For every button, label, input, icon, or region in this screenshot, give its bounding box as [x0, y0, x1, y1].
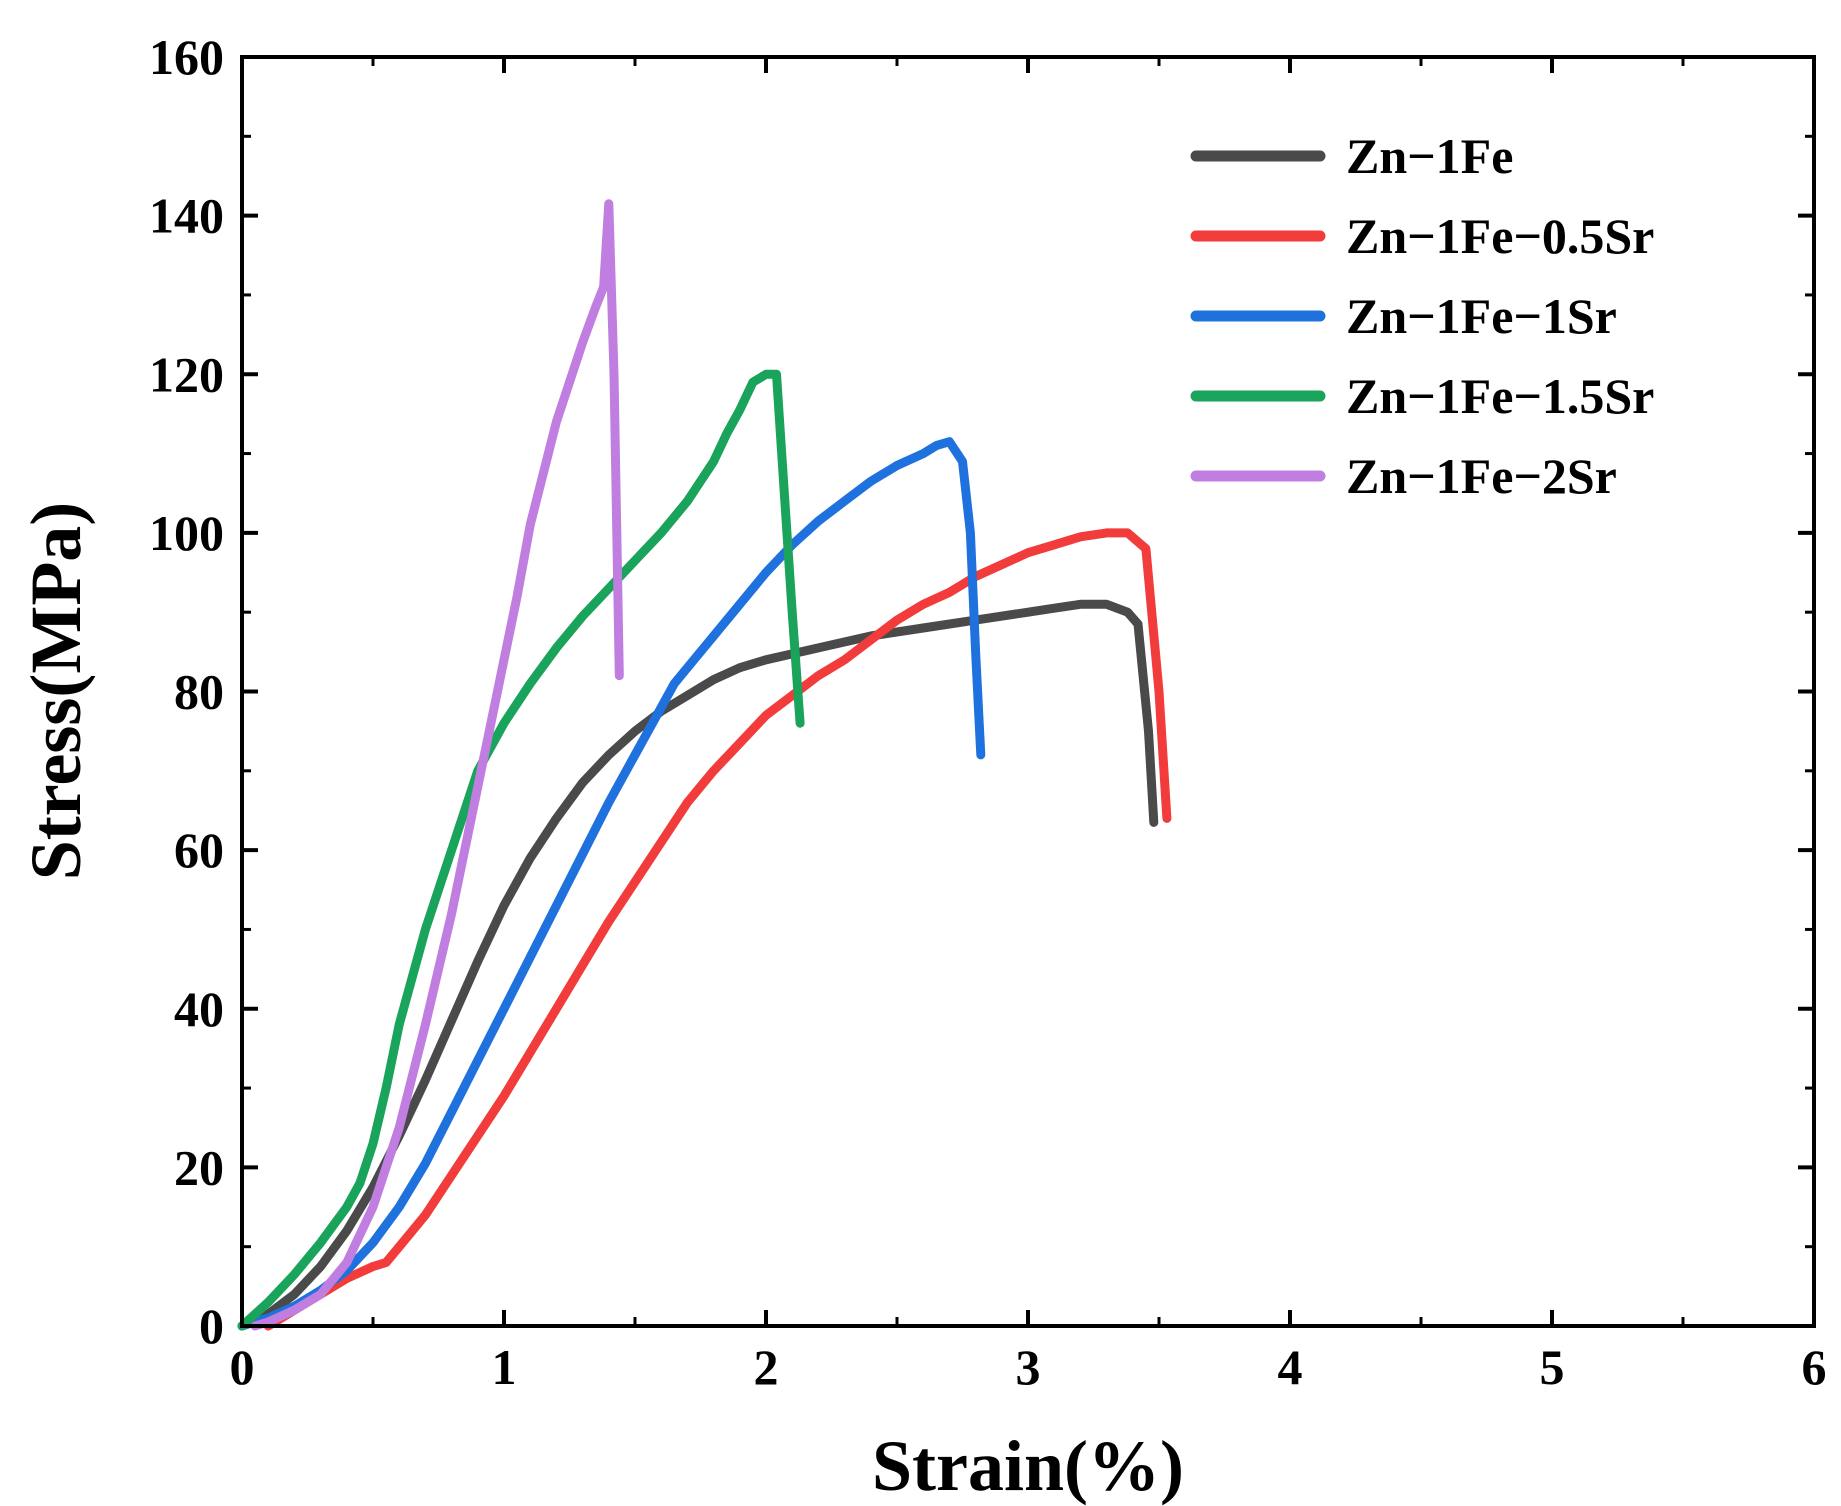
y-tick-label: 160 — [149, 29, 224, 85]
y-tick-label: 40 — [174, 981, 224, 1037]
legend-label-1: Zn−1Fe — [1346, 128, 1513, 184]
legend-label-5: Zn−1Fe−2Sr — [1346, 448, 1617, 504]
x-tick-label: 0 — [230, 1339, 255, 1395]
x-tick-label: 5 — [1540, 1339, 1565, 1395]
legend-label-3: Zn−1Fe−1Sr — [1346, 288, 1617, 344]
y-tick-label: 0 — [199, 1298, 224, 1354]
series-line-5 — [250, 199, 624, 1331]
series-line-2 — [263, 528, 1172, 1331]
y-axis-title: Stress(MPa) — [16, 502, 96, 881]
series-line-1 — [237, 599, 1159, 1331]
series-line-3 — [237, 437, 986, 1331]
x-tick-label: 1 — [492, 1339, 517, 1395]
x-axis-title: Strain(%) — [872, 1426, 1184, 1506]
x-tick-label: 4 — [1278, 1339, 1303, 1395]
x-tick-label: 3 — [1016, 1339, 1041, 1395]
legend-label-4: Zn−1Fe−1.5Sr — [1346, 368, 1654, 424]
y-tick-label: 140 — [149, 188, 224, 244]
y-tick-label: 120 — [149, 346, 224, 402]
legend-label-2: Zn−1Fe−0.5Sr — [1346, 208, 1654, 264]
x-tick-label: 2 — [754, 1339, 779, 1395]
y-tick-label: 100 — [149, 505, 224, 561]
series-layer — [237, 199, 1172, 1331]
y-tick-label: 80 — [174, 664, 224, 720]
series-line-4 — [237, 369, 805, 1331]
x-tick-label: 6 — [1802, 1339, 1827, 1395]
y-tick-label: 20 — [174, 1139, 224, 1195]
legend: Zn−1Fe Zn−1Fe−0.5Sr Zn−1Fe−1Sr Zn−1Fe−1.5Sr… — [1190, 128, 1654, 504]
plot-frame — [240, 55, 1816, 1328]
y-tick-label: 60 — [174, 822, 224, 878]
